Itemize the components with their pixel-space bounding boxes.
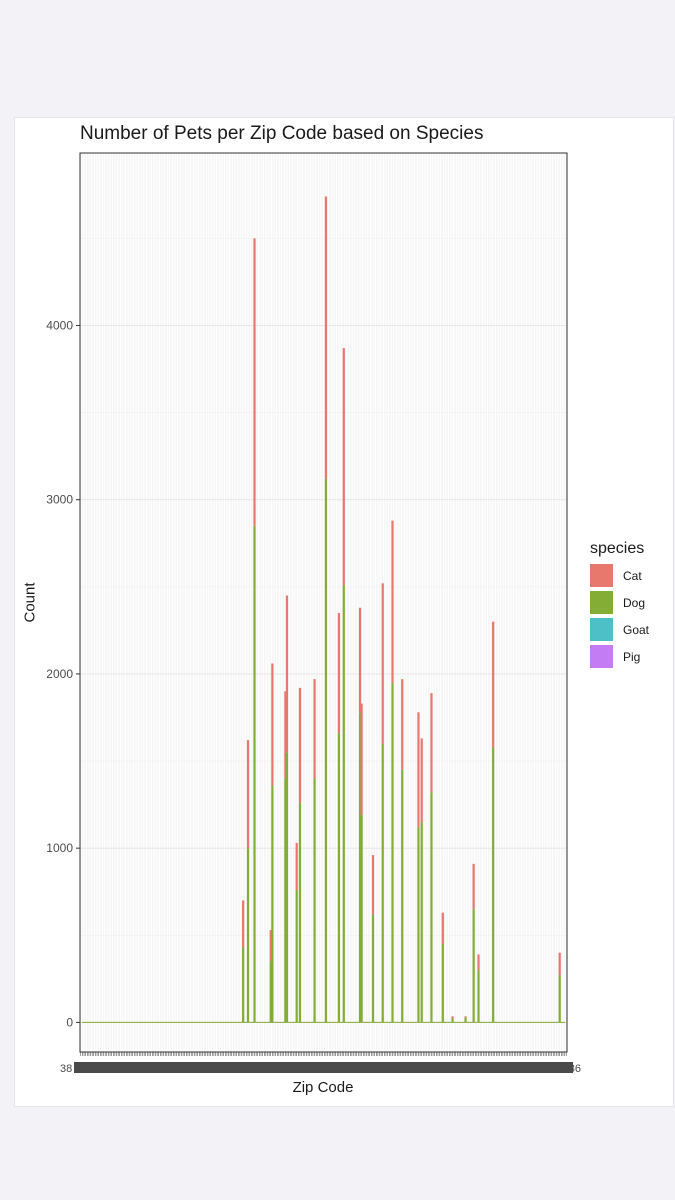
x-tick-label-band — [74, 1062, 573, 1073]
bar-cat — [242, 900, 245, 948]
legend-swatch-pig — [590, 645, 613, 668]
x-axis-label: Zip Code — [292, 1079, 354, 1096]
bar-dog — [391, 682, 394, 1023]
legend-item-cat: Cat — [590, 562, 649, 589]
bar-cat — [401, 679, 404, 770]
bar-cat — [381, 583, 384, 744]
bar-cat — [360, 703, 363, 816]
bar-cat — [295, 842, 298, 890]
bar-dog — [492, 747, 495, 1023]
bar-dog — [420, 822, 423, 1023]
bar-cat — [371, 855, 375, 915]
bar-cat — [451, 1016, 454, 1019]
bar-dog — [313, 778, 316, 1023]
legend-item-pig: Pig — [590, 643, 649, 670]
bar-dog — [242, 947, 245, 1023]
y-tick-label: 0 — [66, 1015, 73, 1029]
bar-cat — [324, 196, 328, 479]
x-tick-label-last: 86 — [569, 1063, 581, 1075]
bar-dog — [358, 712, 362, 1023]
bar-cat — [253, 238, 256, 526]
y-tick-label: 2000 — [46, 667, 73, 681]
legend-title: species — [590, 540, 645, 557]
legend-label-dog: Dog — [623, 595, 646, 610]
bar-cat — [492, 621, 495, 748]
bar-cat — [358, 607, 362, 713]
bar-cat — [472, 863, 475, 910]
y-tick-label: 3000 — [46, 493, 73, 507]
x-tick-label-first: 38 — [60, 1063, 72, 1075]
bar-cat — [391, 520, 394, 683]
bar-dog — [298, 802, 302, 1023]
bar-dog — [451, 1018, 454, 1023]
chart-title: Number of Pets per Zip Code based on Spe… — [80, 123, 484, 144]
bar-dog — [472, 909, 475, 1023]
legend-label-pig: Pig — [623, 649, 641, 664]
y-tick-label: 1000 — [46, 841, 73, 855]
bar-cat — [313, 679, 316, 779]
bar-cat — [558, 952, 561, 976]
bar-dog — [401, 769, 404, 1023]
bar-cat — [477, 954, 480, 971]
bar-dog — [342, 585, 345, 1023]
legend-label-goat: Goat — [623, 622, 650, 637]
legend-swatch-goat — [590, 618, 613, 641]
bar-cat — [430, 693, 433, 793]
bar-cat — [285, 595, 289, 753]
bar-dog — [337, 733, 341, 1023]
panel-border — [79, 152, 568, 1053]
bar-cat — [342, 348, 345, 586]
bar-dog — [381, 743, 384, 1023]
legend-label-cat: Cat — [623, 568, 642, 583]
bar-dog — [430, 792, 433, 1023]
bar-cat — [284, 691, 287, 779]
bar-dog — [441, 943, 444, 1023]
bar-dog — [464, 1017, 467, 1023]
bar-cat — [464, 1016, 467, 1018]
bar-dog — [271, 785, 274, 1023]
bar-cat — [337, 612, 341, 734]
bar-dog — [417, 827, 420, 1023]
bar-cat — [269, 930, 272, 962]
bar-cat — [420, 738, 423, 823]
bar-dog — [285, 752, 289, 1023]
bar-dog — [477, 970, 480, 1023]
bar-dog — [246, 848, 250, 1023]
bar-cat — [271, 663, 274, 786]
y-axis-label: Count — [21, 582, 39, 623]
bar-dog — [558, 975, 561, 1023]
bar-dog — [253, 525, 256, 1023]
legend-swatch-dog — [590, 591, 613, 614]
legend-swatch-cat — [590, 564, 613, 587]
bar-dog — [371, 914, 375, 1023]
bar-dog — [295, 889, 298, 1023]
y-tick-label: 4000 — [46, 318, 73, 332]
legend-item-goat: Goat — [590, 616, 649, 643]
bar-dog — [324, 478, 328, 1023]
bar-dog — [269, 961, 272, 1023]
bar-cat — [417, 712, 420, 828]
legend: species Cat Dog Goat Pig — [590, 540, 649, 670]
legend-item-dog: Dog — [590, 589, 649, 616]
bar-dog — [360, 815, 363, 1023]
bar-dog — [284, 778, 287, 1023]
bar-cat — [298, 687, 302, 803]
bar-cat — [441, 912, 444, 944]
bar-cat — [246, 740, 250, 849]
plot-panel — [80, 153, 567, 1052]
